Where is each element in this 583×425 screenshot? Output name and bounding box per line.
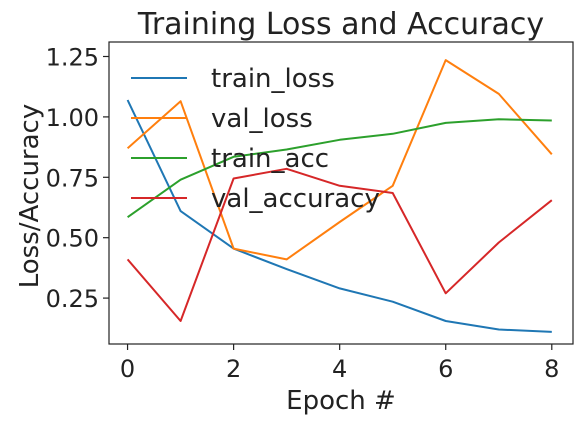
y-tick-label: 1.00: [46, 104, 99, 132]
chart-title: Training Loss and Accuracy: [137, 7, 544, 42]
y-tick-label: 0.50: [46, 225, 99, 253]
legend-label-train_loss: train_loss: [211, 64, 335, 94]
series-line-val_loss: [128, 60, 552, 259]
x-axis-label: Epoch #: [286, 386, 396, 416]
x-tick-label: 8: [544, 355, 559, 383]
legend-label-train_acc: train_acc: [211, 144, 329, 174]
x-tick-label: 2: [226, 355, 241, 383]
legend-label-val_accuracy: val_accuracy: [211, 184, 380, 214]
x-tick-label: 4: [332, 355, 347, 383]
x-tick-label: 0: [120, 355, 135, 383]
y-tick-label: 0.25: [46, 285, 99, 313]
y-tick-label: 0.75: [46, 164, 99, 192]
series-line-train_loss: [128, 100, 552, 332]
y-tick-label: 1.25: [46, 43, 99, 71]
x-tick-label: 6: [438, 355, 453, 383]
y-axis-label: Loss/Accuracy: [15, 104, 45, 289]
legend-label-val_loss: val_loss: [211, 104, 313, 134]
